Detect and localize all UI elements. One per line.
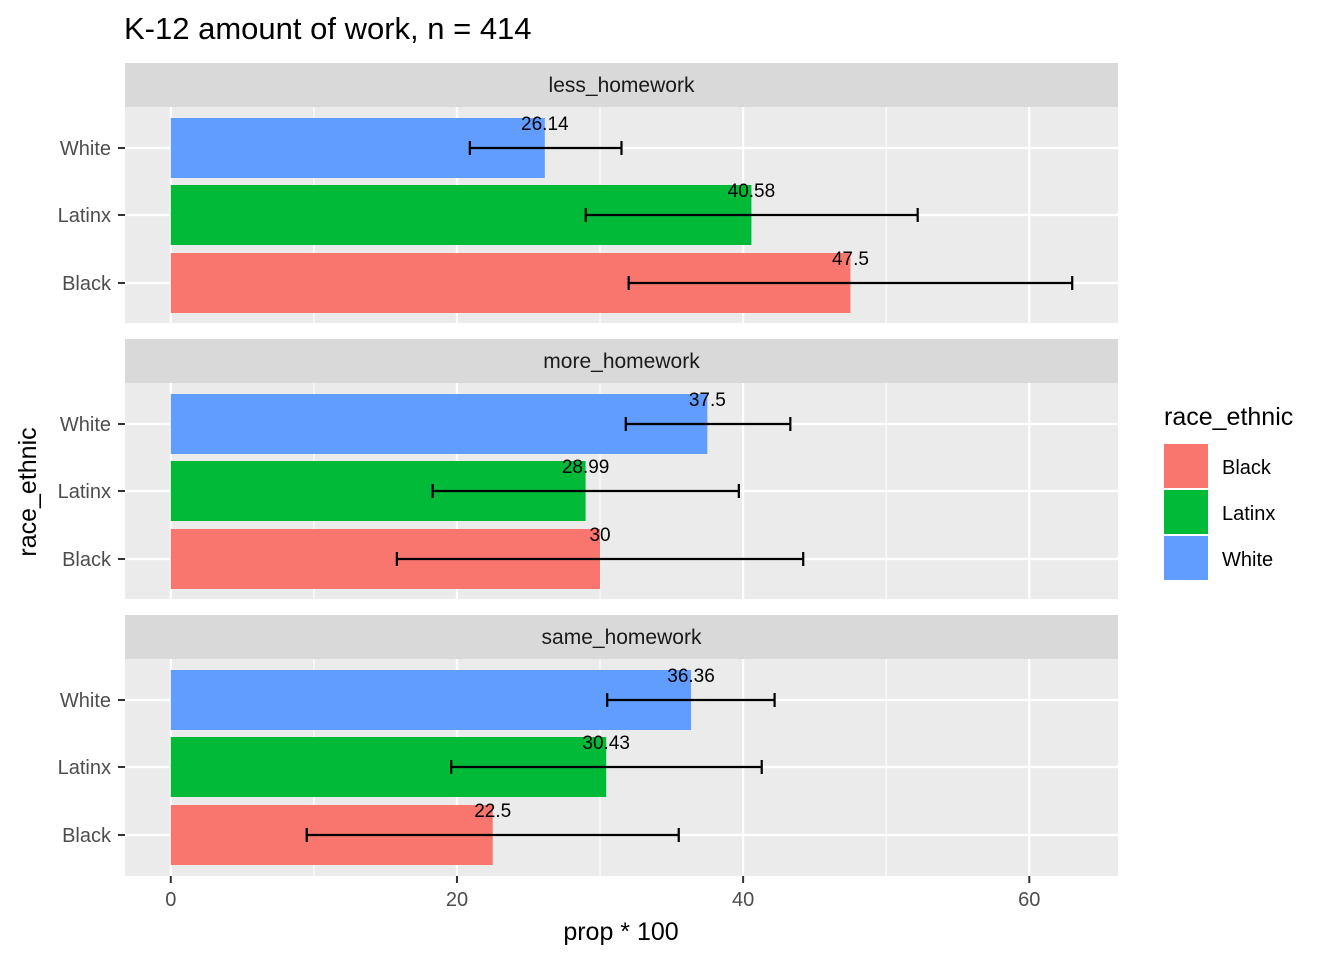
legend-swatch-black <box>1164 444 1208 488</box>
error-bar <box>468 141 623 155</box>
legend-title: race_ethnic <box>1164 403 1293 431</box>
y-tick-label: Latinx <box>58 757 111 779</box>
facet-panel-less_homework: less_homework 26.14 40.58 47.5 White Latinx Bl… <box>58 63 1118 323</box>
legend-label: Black <box>1222 457 1272 479</box>
data-label: 22.5 <box>474 801 511 822</box>
facet-panels: less_homework 26.14 40.58 47.5 White Latinx Bl… <box>58 63 1118 876</box>
y-tick-label: White <box>60 690 111 712</box>
data-label: 28.99 <box>562 457 610 478</box>
facet-panel-more_homework: more_homework 37.5 28.99 30 White Latinx Black <box>58 339 1118 599</box>
y-tick-label: Latinx <box>58 205 111 227</box>
y-tick-label: Black <box>62 273 112 295</box>
error-bar <box>431 484 740 498</box>
y-tick-label: White <box>60 414 111 436</box>
data-label: 30.43 <box>582 733 630 754</box>
y-tick-label: Latinx <box>58 481 111 503</box>
facet-panel-same_homework: same_homework 36.36 30.43 22.5 White Latinx Bl… <box>58 615 1118 876</box>
y-tick-label: Black <box>62 825 112 847</box>
facet-strip <box>125 63 1118 107</box>
error-bar <box>627 276 1074 290</box>
x-tick-label: 20 <box>446 889 468 911</box>
legend-label: White <box>1222 549 1273 571</box>
data-label: 36.36 <box>667 666 715 687</box>
facet-strip <box>125 339 1118 383</box>
bar-white <box>170 394 708 454</box>
data-label: 26.14 <box>521 114 569 135</box>
data-label: 40.58 <box>728 181 776 202</box>
y-tick-label: White <box>60 138 111 160</box>
y-axis-title: race_ethnic <box>14 427 42 556</box>
data-label: 30 <box>589 525 610 546</box>
x-axis-title: prop * 100 <box>563 918 678 946</box>
data-label: 47.5 <box>832 249 869 270</box>
data-label: 37.5 <box>689 390 726 411</box>
legend-swatch-white <box>1164 536 1208 580</box>
x-tick-label: 60 <box>1018 889 1040 911</box>
error-bar <box>450 760 763 774</box>
legend-swatch-latinx <box>1164 490 1208 534</box>
bar-white <box>170 670 692 730</box>
x-tick-label: 40 <box>732 889 754 911</box>
legend: race_ethnic Black Latinx White <box>1164 403 1293 580</box>
error-bar <box>305 828 680 842</box>
error-bar <box>624 417 792 431</box>
x-tick-label: 0 <box>165 889 176 911</box>
chart-title: K-12 amount of work, n = 414 <box>124 11 532 46</box>
legend-label: Latinx <box>1222 503 1275 525</box>
error-bar <box>606 693 776 707</box>
facet-strip-label: less_homework <box>549 74 695 97</box>
error-bar <box>395 552 805 566</box>
y-tick-label: Black <box>62 549 112 571</box>
error-bar <box>584 208 919 222</box>
x-axis: 0 20 40 60 <box>165 876 1040 911</box>
facet-strip <box>125 615 1118 659</box>
facet-strip-label: same_homework <box>542 626 702 649</box>
facet-strip-label: more_homework <box>543 350 700 373</box>
